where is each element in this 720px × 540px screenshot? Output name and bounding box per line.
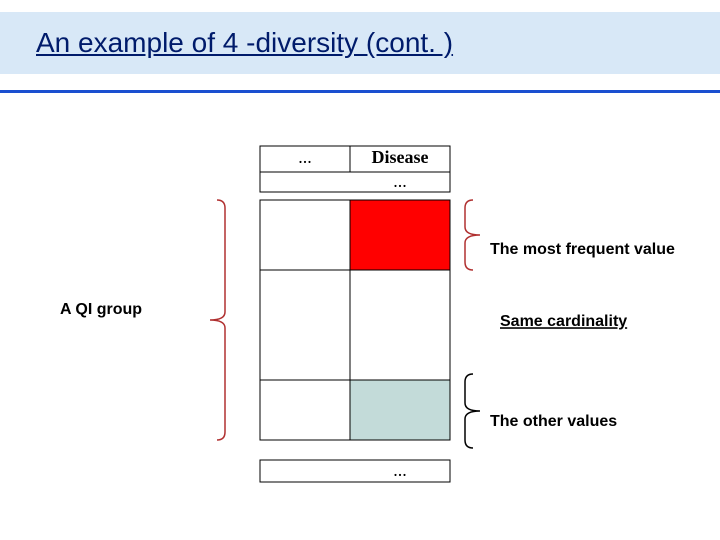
ellipsis-2-text: ... (393, 460, 407, 480)
label-same-cardinality: Same cardinality (500, 313, 627, 330)
red-block (350, 200, 450, 270)
slide: An example of 4 -diversity (cont. ) ...D… (0, 0, 720, 540)
right-cell-gap (350, 270, 450, 380)
ellipsis-1-text: ... (393, 171, 407, 191)
teal-block (350, 380, 450, 440)
brace-other-values (465, 374, 480, 448)
diagram-svg: ... Disease...... A QI group The most frequ… (0, 0, 720, 540)
label-other-values: The other values (490, 413, 617, 430)
ellipsis-row-2 (260, 460, 450, 482)
left-cell-gap (260, 270, 350, 380)
brace-qi-group (210, 200, 225, 440)
brace-most-frequent (465, 200, 480, 270)
header-left-text: ... (298, 147, 312, 167)
ellipsis-row-1 (260, 172, 450, 192)
label-most-frequent: The most frequent value (490, 241, 675, 258)
header-right-text: Disease (372, 147, 429, 167)
label-qi-group: A QI group (60, 301, 142, 318)
left-cell-red (260, 200, 350, 270)
left-cell-teal (260, 380, 350, 440)
